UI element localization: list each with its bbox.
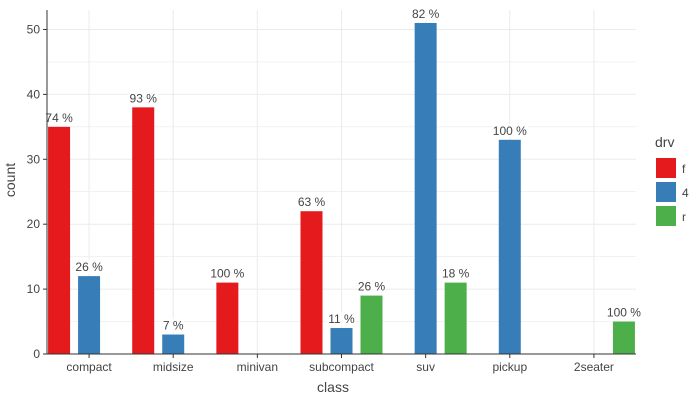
y-axis-title: count: [2, 163, 18, 197]
bar-value-label: 63 %: [298, 195, 326, 209]
bar-4-pickup: [498, 139, 521, 354]
bar-labels: 74 % 93 % 100 % 63 % 26 % 7 % 11 % 82 % 100 % 26 …: [44, 6, 642, 333]
bar-f-subcompact: [300, 211, 323, 354]
bar-4-compact: [78, 276, 101, 354]
bar-r-subcompact: [360, 295, 383, 354]
bar-label-bg: [491, 123, 528, 138]
legend-label-4: 4: [682, 186, 689, 200]
bar-value-label: 82 %: [412, 7, 440, 21]
legend-swatch-4: [656, 182, 676, 202]
legend-title: drv: [655, 134, 674, 150]
bar-label-bg: [74, 260, 104, 275]
bar-label-bg: [410, 6, 441, 21]
bar-value-label: 26 %: [358, 280, 386, 294]
x-tick-label: 2seater: [574, 360, 614, 374]
x-tick-label: suv: [416, 360, 435, 374]
x-tick-label: pickup: [492, 360, 527, 374]
x-tick-label: minivan: [237, 360, 278, 374]
bar-value-label: 18 %: [442, 267, 470, 281]
y-tick-label: 50: [27, 22, 41, 36]
bar-value-label: 100 %: [607, 306, 641, 320]
bar-label-bg: [356, 279, 387, 294]
legend-label-r: r: [682, 210, 686, 224]
bar-label-bg: [161, 318, 185, 333]
bar-f-midsize: [132, 107, 155, 354]
legend-label-f: f: [682, 162, 686, 176]
bar-label-bg: [440, 266, 471, 281]
bar-4-midsize: [162, 334, 185, 354]
y-tick-label: 20: [27, 217, 41, 231]
bar-value-label: 26 %: [75, 260, 103, 274]
x-tick-label: subcompact: [309, 360, 374, 374]
bar-f-compact: [48, 126, 71, 354]
axes: 0 10 20 30 40 50 compact midsize minivan subcompa…: [27, 10, 636, 374]
bar-r-suv: [444, 282, 467, 354]
bar-label-bg: [296, 195, 327, 210]
x-tick-label: midsize: [153, 360, 194, 374]
legend-swatch-r: [656, 206, 676, 226]
bars: [48, 22, 635, 354]
legend: drv f 4 r: [655, 134, 689, 226]
legend-items: f 4 r: [656, 158, 689, 226]
bar-label-bg: [605, 305, 642, 320]
bar-value-label: 11 %: [328, 312, 355, 326]
bar-4-suv: [414, 22, 437, 354]
bar-4-subcompact: [330, 328, 353, 354]
x-axis-title: class: [317, 379, 349, 395]
y-tick-label: 0: [33, 347, 40, 361]
bar-value-label: 93 %: [130, 91, 158, 105]
bar-label-bg: [326, 312, 357, 327]
bar-r-2seater: [612, 321, 635, 354]
bar-label-bg: [209, 266, 246, 281]
legend-swatch-f: [656, 158, 676, 178]
bar-f-minivan: [216, 282, 239, 354]
y-tick-label: 40: [27, 87, 41, 101]
bar-value-label: 100 %: [493, 124, 527, 138]
x-tick-label: compact: [66, 360, 112, 374]
y-tick-label: 30: [27, 152, 41, 166]
bar-value-label: 7 %: [163, 319, 184, 333]
bar-label-bg: [128, 91, 159, 106]
bar-value-label: 74 %: [45, 111, 73, 125]
y-tick-label: 10: [27, 282, 41, 296]
bar-value-label: 100 %: [210, 267, 244, 281]
bar-label-bg: [44, 110, 74, 125]
